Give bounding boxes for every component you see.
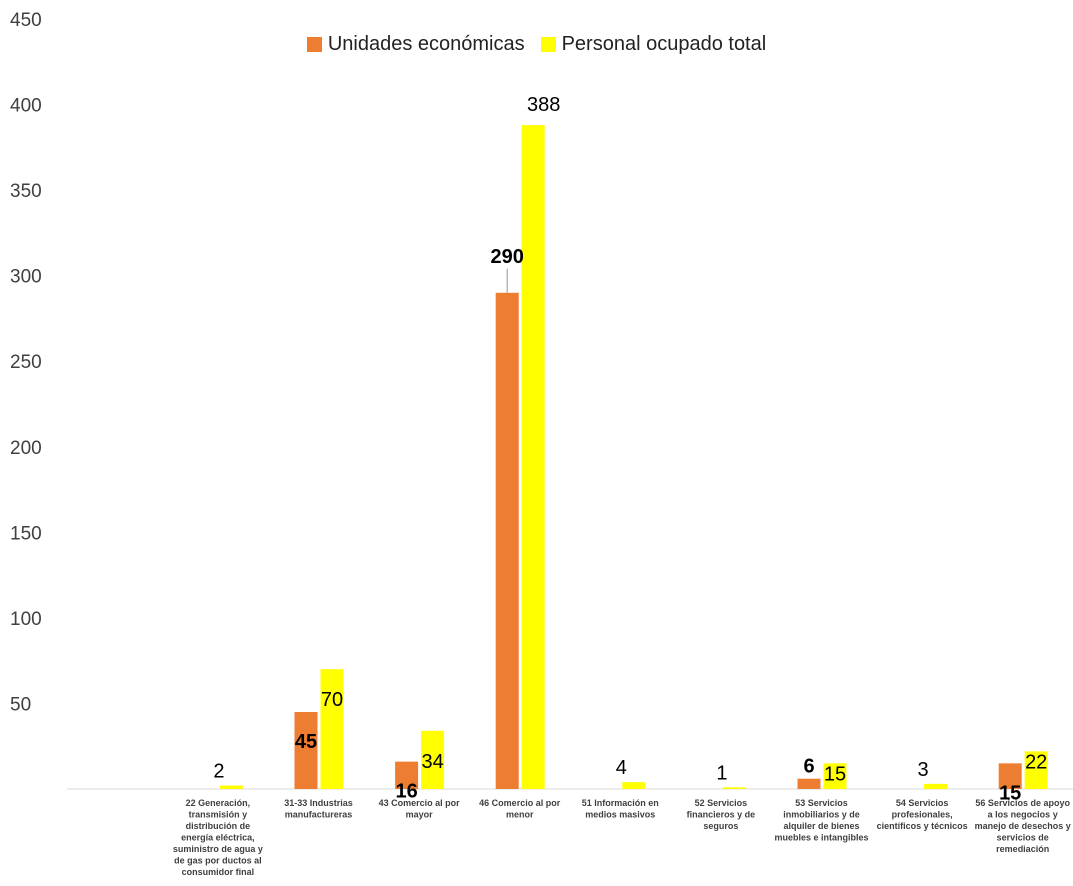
legend-item-units: Unidades económicas [306,33,525,56]
bar-personal [219,785,243,789]
legend-label-staff: Personal ocupado total [561,33,767,55]
data-label-unidades: 15 [999,782,1021,804]
y-tick-label: 300 [10,267,42,288]
bar-unidades [797,778,821,789]
data-label-personal: 15 [824,763,846,785]
y-tick-label: 50 [10,694,31,715]
data-label-unidades: 45 [295,731,317,753]
y-tick-label: 350 [10,181,42,202]
x-category-label: 46 Comercio al por menor [479,798,561,820]
bar-personal [1024,751,1048,789]
x-category-label: 31-33 Industrias manufactureras [284,798,353,820]
bar-unidades [495,292,519,789]
data-label-personal: 22 [1025,751,1047,773]
data-label-personal: 70 [321,689,343,711]
x-category-label: 54 Servicios profesionales, científicos y … [877,798,968,831]
data-label-personal: 388 [527,94,560,116]
bar-personal [924,783,948,789]
y-tick-label: 100 [10,609,42,630]
data-label-personal: 1 [716,762,727,784]
x-category-label: 52 Servicios financieros y de seguros [687,798,756,831]
legend-label-units: Unidades económicas [327,33,525,55]
legend-swatch-staff [540,37,556,52]
data-label-unidades: 6 [803,756,814,778]
legend-item-staff: Personal ocupado total [540,33,767,56]
x-category-label: 22 Generación, transmisión y distribución … [173,798,263,877]
data-label-personal: 3 [918,759,929,781]
data-label-unidades: 290 [491,246,524,268]
y-tick-label: 400 [10,96,42,117]
bar-unidades [395,761,419,789]
x-category-label: 43 Comercio al por mayor [379,798,461,820]
bar-unidades [294,712,318,789]
x-category-label: 51 Información en medios masivos [582,798,659,820]
data-label-personal: 2 [213,761,224,783]
bar-personal [722,787,746,789]
y-tick-label: 250 [10,352,42,373]
y-tick-label: 150 [10,523,42,544]
data-label-personal: 34 [421,751,443,773]
bar-personal [421,730,445,789]
bar-personal [320,669,344,789]
bar-personal [622,782,646,789]
data-label-unidades: 16 [395,781,417,803]
y-tick-label: 450 [10,10,42,31]
data-label-personal: 4 [616,757,627,779]
bar-unidades [998,763,1022,789]
legend: Unidades económicas Personal ocupado tot… [0,33,1073,56]
legend-swatch-units [306,37,322,52]
x-category-label: 53 Servicios inmobiliarios y de alquiler d… [774,798,868,843]
bar-personal [521,125,545,790]
x-category-label: 56 Servicios de apoyo a los negocios y man… [975,798,1071,854]
y-tick-label: 200 [10,438,42,459]
bar-personal [823,763,847,789]
